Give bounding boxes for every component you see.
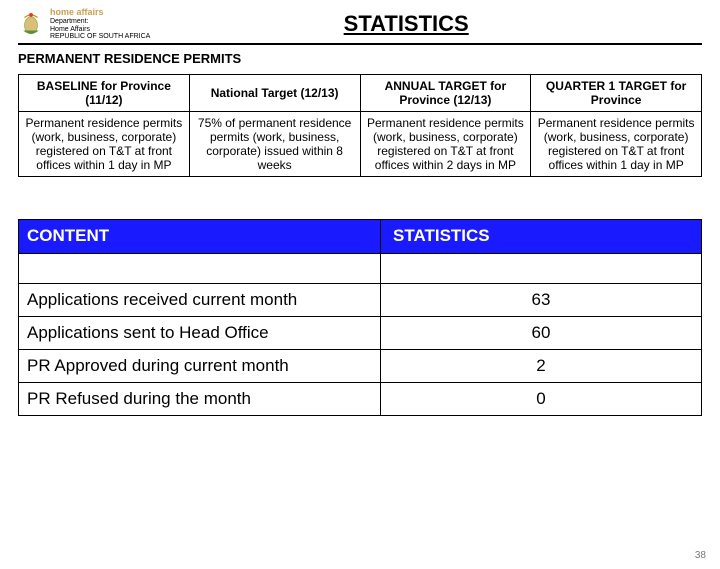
- statistics-table: CONTENT STATISTICS Applications received…: [18, 219, 702, 416]
- header: home affairs Department: Home Affairs RE…: [18, 8, 702, 45]
- dept-line3: Home Affairs: [50, 26, 150, 34]
- table-row: Applications received current month 63: [19, 283, 702, 316]
- stat-value: 60: [380, 316, 701, 349]
- stat-label: Applications sent to Head Office: [19, 316, 381, 349]
- table-cell: Permanent residence permits (work, busin…: [531, 111, 702, 176]
- stat-label: Applications received current month: [19, 283, 381, 316]
- coat-of-arms-icon: [18, 11, 44, 37]
- col-header: ANNUAL TARGET for Province (12/13): [360, 74, 531, 111]
- table-row: BASELINE for Province (11/12) National T…: [19, 74, 702, 111]
- stat-value: 63: [380, 283, 701, 316]
- col-header: National Target (12/13): [189, 74, 360, 111]
- department-text: home affairs Department: Home Affairs RE…: [50, 8, 150, 41]
- stat-label: PR Approved during current month: [19, 349, 381, 382]
- table-row: [19, 253, 702, 283]
- table-row: CONTENT STATISTICS: [19, 219, 702, 253]
- table-row: Permanent residence permits (work, busin…: [19, 111, 702, 176]
- statistics-header: STATISTICS: [380, 219, 701, 253]
- col-header: QUARTER 1 TARGET for Province: [531, 74, 702, 111]
- targets-table: BASELINE for Province (11/12) National T…: [18, 74, 702, 177]
- table-cell: 75% of permanent residence permits (work…: [189, 111, 360, 176]
- col-header: BASELINE for Province (11/12): [19, 74, 190, 111]
- page-number: 38: [695, 550, 706, 561]
- section-subtitle: PERMANENT RESIDENCE PERMITS: [18, 51, 702, 66]
- stat-value: 0: [380, 382, 701, 415]
- table-row: PR Approved during current month 2: [19, 349, 702, 382]
- content-header: CONTENT: [19, 219, 381, 253]
- table-cell: Permanent residence permits (work, busin…: [19, 111, 190, 176]
- dept-line2: Department:: [50, 18, 150, 26]
- stat-label: PR Refused during the month: [19, 382, 381, 415]
- dept-name: home affairs: [50, 8, 150, 18]
- dept-line4: REPUBLIC OF SOUTH AFRICA: [50, 33, 150, 41]
- table-row: PR Refused during the month 0: [19, 382, 702, 415]
- table-row: Applications sent to Head Office 60: [19, 316, 702, 349]
- page-title: STATISTICS: [150, 11, 702, 37]
- stat-value: 2: [380, 349, 701, 382]
- table-cell: Permanent residence permits (work, busin…: [360, 111, 531, 176]
